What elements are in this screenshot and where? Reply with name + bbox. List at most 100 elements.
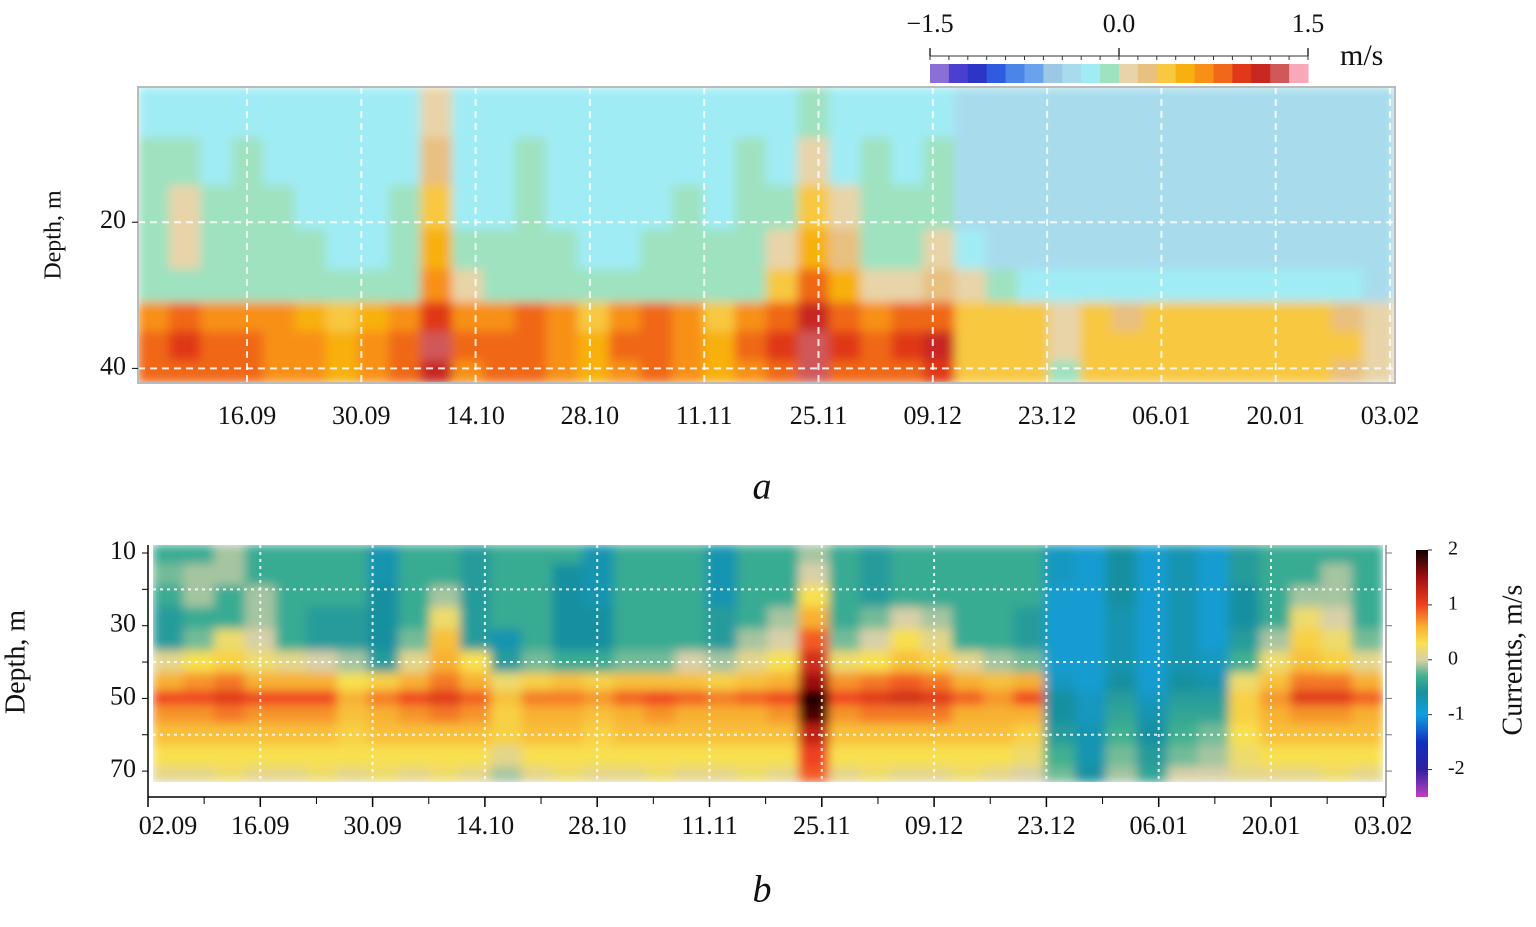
contour-cell: [923, 229, 956, 271]
contour-cell: [153, 690, 185, 707]
contour-cell: [514, 302, 548, 333]
contour-cell: [490, 585, 523, 609]
contour-cell: [985, 229, 1019, 271]
contour-cell: [244, 766, 277, 782]
contour-cell: [985, 137, 1019, 187]
x-tick-label: 20.01: [1246, 401, 1305, 430]
contour-cell: [1259, 672, 1292, 692]
contour-cell: [1198, 628, 1230, 652]
contour-cell: [337, 628, 369, 652]
colorbar-swatch: [1005, 64, 1025, 83]
contour-cell: [214, 628, 246, 652]
contour-cell: [613, 545, 646, 565]
contour-cell: [736, 705, 769, 725]
contour-cell: [1105, 705, 1138, 725]
contour-cell: [138, 360, 170, 383]
contour-cell: [829, 545, 861, 565]
contour-cell: [275, 690, 308, 707]
contour-cell: [357, 229, 390, 271]
contour-cell: [644, 628, 677, 652]
contour-cell: [797, 137, 830, 187]
contour-cell: [921, 607, 953, 630]
contour-cell: [326, 302, 359, 333]
contour-cell: [985, 302, 1019, 333]
contour-cell: [1198, 650, 1230, 674]
contour-cell: [577, 229, 610, 271]
contour-cell: [954, 229, 987, 271]
contour-cell: [1136, 585, 1169, 609]
contour-cell: [1080, 185, 1113, 231]
contour-cell: [1259, 705, 1292, 725]
contour-cell: [214, 607, 246, 630]
contour-cell: [398, 628, 431, 652]
x-tick-label: 16.09: [231, 811, 290, 840]
contour-cell: [798, 545, 830, 565]
contour-cell: [552, 766, 584, 782]
contour-cell: [583, 563, 615, 587]
contour-cell: [183, 745, 215, 768]
contour-cell: [337, 723, 369, 747]
contour-cell: [490, 766, 523, 782]
contour-cell: [890, 563, 923, 587]
contour-cell: [583, 723, 615, 747]
contour-cell: [1080, 331, 1113, 362]
contour-cell: [1300, 269, 1333, 304]
colorbar-swatch: [1232, 64, 1252, 83]
contour-cell: [890, 745, 923, 768]
contour-cell: [734, 331, 767, 362]
contour-cell: [1205, 331, 1239, 362]
contour-cell: [829, 585, 861, 609]
contour-cell: [828, 87, 862, 139]
contour-cell: [923, 360, 956, 383]
contour-cell: [306, 745, 338, 768]
contour-cell: [675, 585, 707, 609]
contour-cell: [1075, 705, 1107, 725]
contour-cell: [244, 672, 277, 692]
contour-cell: [703, 269, 736, 304]
contour-cell: [1044, 723, 1076, 747]
contour-cell: [521, 545, 554, 565]
contour-cell: [138, 137, 170, 187]
contour-cell: [183, 672, 215, 692]
contour-cell: [1080, 302, 1113, 333]
contour-cell: [214, 690, 246, 707]
contour-cell: [483, 331, 516, 362]
contour-cell: [890, 545, 923, 565]
contour-cell: [767, 545, 800, 565]
contour-cell: [521, 650, 554, 674]
contour-cell: [734, 229, 767, 271]
contour-cell: [337, 690, 369, 707]
contour-cell: [1331, 229, 1365, 271]
contour-cell: [1174, 360, 1207, 383]
contour-cell: [577, 137, 610, 187]
contour-cell: [1198, 672, 1230, 692]
contour-cell: [952, 745, 984, 768]
contour-cell: [398, 690, 431, 707]
contour-cell: [1080, 229, 1113, 271]
contour-cell: [552, 607, 584, 630]
contour-cell: [294, 87, 328, 139]
x-tick-label: 25.11: [793, 811, 851, 840]
contour-cell: [153, 672, 185, 692]
contour-cell: [890, 690, 923, 707]
contour-cell: [640, 360, 673, 383]
contour-cell: [797, 360, 830, 383]
contour-cell: [675, 628, 707, 652]
x-tick-label: 14.10: [446, 401, 505, 430]
contour-cell: [1268, 302, 1302, 333]
contour-cell: [1351, 563, 1383, 587]
contour-cell: [420, 87, 453, 139]
contour-cell: [1167, 563, 1199, 587]
contour-cell: [521, 705, 554, 725]
contour-cell: [766, 302, 799, 333]
contour-cell: [577, 87, 610, 139]
contour-cell: [1075, 672, 1107, 692]
contour-cell: [183, 650, 215, 674]
contour-cell: [460, 563, 492, 587]
contour-cell: [921, 585, 953, 609]
contour-cell: [1174, 87, 1207, 139]
contour-cell: [357, 87, 390, 139]
contour-cell: [890, 766, 923, 782]
contour-cell: [954, 137, 987, 187]
contour-cell: [367, 650, 400, 674]
